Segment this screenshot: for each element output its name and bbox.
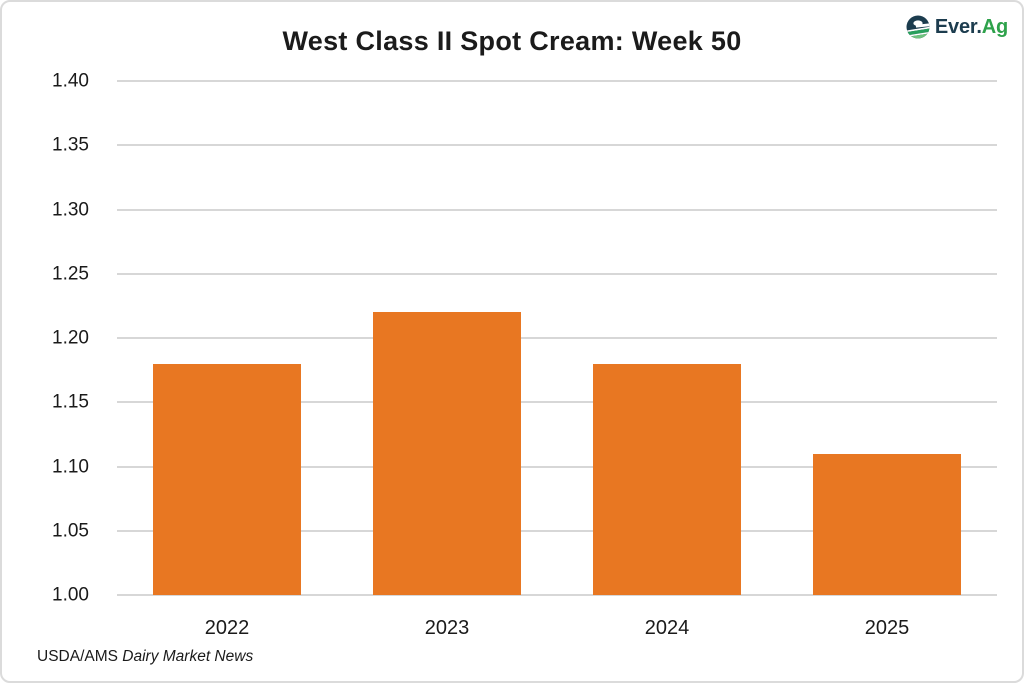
bar-2023	[373, 312, 521, 595]
source-prefix: USDA/AMS	[37, 648, 118, 665]
gridline-1.20	[117, 337, 997, 339]
y-axis-label-1.25: 1.25	[52, 263, 89, 285]
y-axis-label-1.00: 1.00	[52, 584, 89, 606]
y-axis-label-1.35: 1.35	[52, 134, 89, 156]
chart-title: West Class II Spot Cream: Week 50	[282, 26, 742, 56]
bar-2022	[153, 363, 301, 595]
gridline-1.00	[117, 594, 997, 596]
x-axis-label-2024: 2024	[644, 617, 690, 639]
y-axis-label-1.10: 1.10	[52, 456, 89, 477]
y-axis-label-1.40: 1.40	[52, 70, 89, 92]
source-note: USDA/AMS Dairy Market News	[37, 648, 253, 666]
gridline-1.25	[117, 272, 997, 275]
bar-2025	[813, 453, 961, 595]
bar-2024	[593, 363, 741, 595]
brand-text-ever: Ever.	[934, 15, 982, 38]
gridline-1.05	[117, 529, 997, 532]
y-axis-label-1.30: 1.30	[52, 199, 89, 220]
x-axis-label-2025: 2025	[864, 617, 910, 639]
source-name: Dairy Market News	[122, 648, 254, 665]
y-axis-label-1.20: 1.20	[52, 327, 89, 349]
gridline-1.30	[117, 208, 997, 211]
gridline-1.10	[117, 465, 997, 468]
plot-area: 1.40 1.35 1.30 1.25 1.20 1.15 1.10 1.05 1.00 2022…	[52, 72, 997, 639]
y-axis-label-1.05: 1.05	[52, 520, 89, 542]
x-axis-label-2023: 2023	[424, 617, 470, 639]
everag-logo: Ever.Ag	[905, 14, 1008, 40]
x-axis-label-2022: 2022	[204, 617, 250, 639]
gridline-1.40	[117, 80, 997, 82]
gridline-1.35	[117, 144, 997, 147]
brand-text: Ever.Ag	[935, 16, 1008, 39]
y-axis-label-1.15: 1.15	[52, 391, 89, 413]
brand-text-ag: Ag	[981, 15, 1008, 38]
everag-e-icon	[905, 14, 931, 40]
gridline-1.15	[117, 401, 997, 404]
